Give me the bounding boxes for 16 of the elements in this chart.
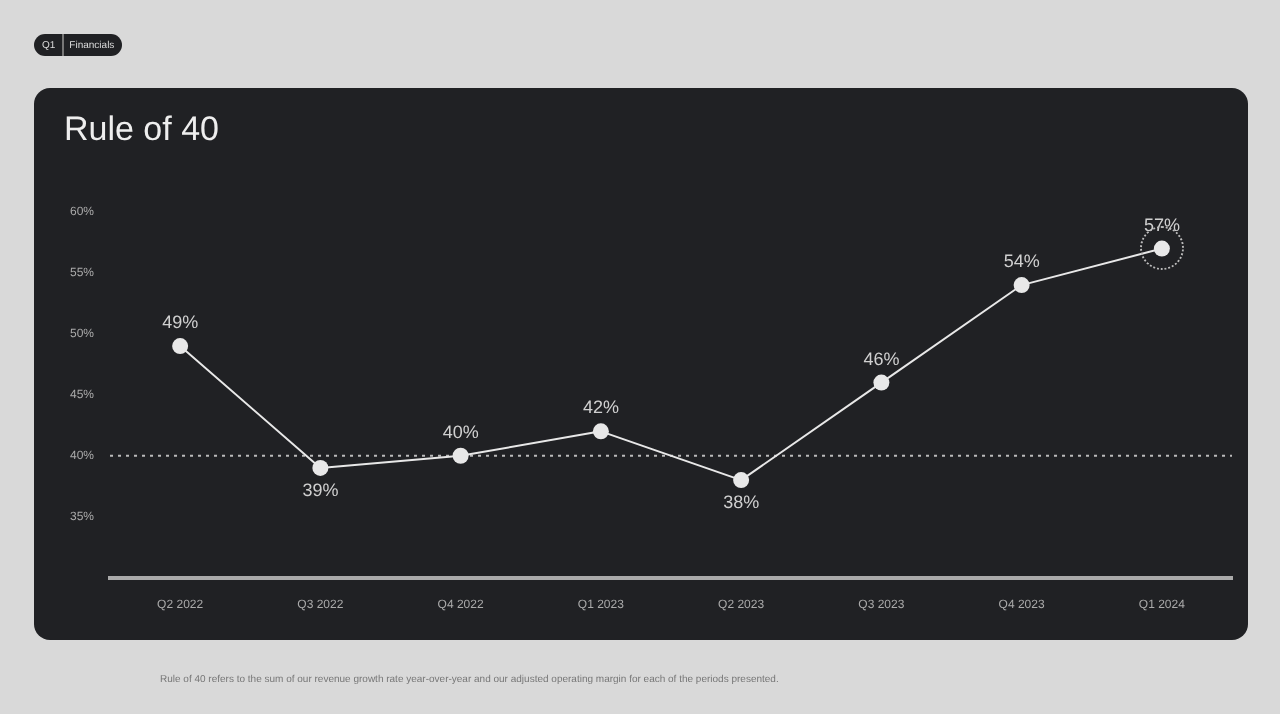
data-label: 39% (302, 479, 339, 500)
point (172, 338, 189, 355)
data-label: 57% (1143, 214, 1180, 235)
data-label: 54% (1003, 251, 1040, 272)
chart-title: Rule of 40 (64, 110, 219, 150)
point (452, 447, 469, 464)
point (1013, 277, 1030, 294)
point (312, 459, 329, 476)
data-label: 49% (162, 312, 199, 333)
data-label: 46% (863, 348, 900, 369)
point (592, 423, 609, 440)
data-label: 38% (723, 492, 760, 513)
point (873, 374, 890, 391)
data-label: 42% (582, 397, 619, 418)
data-label: 40% (442, 421, 479, 442)
point (733, 472, 750, 489)
